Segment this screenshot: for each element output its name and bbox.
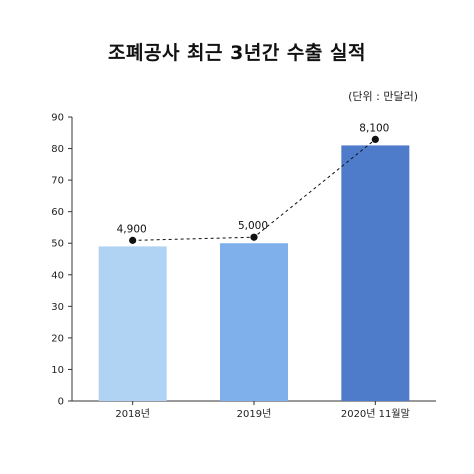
x-tick-label: 2020년 11월말 [341,408,410,420]
data-label: 8,100 [359,122,389,134]
bar [341,145,410,401]
y-tick-label: 0 [58,397,64,408]
x-tick-label: 2018년 [115,408,150,420]
y-tick-label: 10 [51,365,64,376]
x-tick-label: 2019년 [237,408,272,420]
y-tick-label: 40 [51,270,64,281]
bar [220,243,288,401]
data-label: 4,900 [117,223,147,235]
unit-note: (단위 : 만달러) [348,90,418,103]
trend-point [250,233,258,241]
y-tick-label: 60 [51,207,64,218]
y-tick-label: 80 [51,144,64,155]
data-label: 5,000 [238,220,268,232]
trend-point [371,135,379,143]
trend-point [129,236,137,244]
chart-title: 조폐공사 최근 3년간 수출 실적 [108,42,366,64]
y-tick-label: 50 [51,239,64,250]
y-tick-label: 20 [51,333,64,344]
bar [98,246,167,401]
y-tick-label: 90 [51,113,64,124]
y-tick-label: 30 [51,302,64,313]
y-tick-label: 70 [51,176,64,187]
